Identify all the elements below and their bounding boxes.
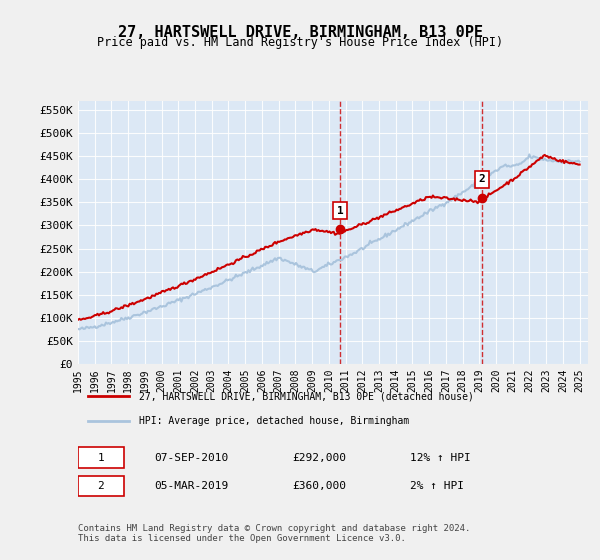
Text: 05-MAR-2019: 05-MAR-2019	[155, 481, 229, 491]
Text: 2: 2	[98, 481, 104, 491]
Text: Contains HM Land Registry data © Crown copyright and database right 2024.
This d: Contains HM Land Registry data © Crown c…	[78, 524, 470, 543]
Text: 27, HARTSWELL DRIVE, BIRMINGHAM, B13 0PE: 27, HARTSWELL DRIVE, BIRMINGHAM, B13 0PE	[118, 25, 482, 40]
Text: 2% ↑ HPI: 2% ↑ HPI	[409, 481, 464, 491]
Text: HPI: Average price, detached house, Birmingham: HPI: Average price, detached house, Birm…	[139, 417, 409, 426]
FancyBboxPatch shape	[78, 447, 124, 468]
FancyBboxPatch shape	[78, 475, 124, 496]
Text: Price paid vs. HM Land Registry's House Price Index (HPI): Price paid vs. HM Land Registry's House …	[97, 36, 503, 49]
Text: 27, HARTSWELL DRIVE, BIRMINGHAM, B13 0PE (detached house): 27, HARTSWELL DRIVE, BIRMINGHAM, B13 0PE…	[139, 391, 474, 401]
Text: £292,000: £292,000	[292, 452, 346, 463]
Text: £360,000: £360,000	[292, 481, 346, 491]
Text: 1: 1	[98, 452, 104, 463]
Text: 07-SEP-2010: 07-SEP-2010	[155, 452, 229, 463]
Text: 2: 2	[479, 174, 485, 184]
Text: 12% ↑ HPI: 12% ↑ HPI	[409, 452, 470, 463]
Text: 1: 1	[337, 206, 343, 216]
